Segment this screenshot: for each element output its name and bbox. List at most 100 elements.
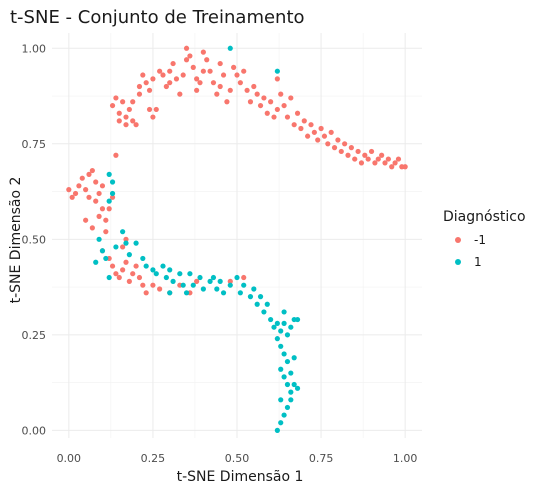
point-negative bbox=[153, 106, 159, 113]
legend-label-negative: -1 bbox=[474, 233, 486, 247]
point-positive bbox=[217, 278, 223, 284]
point-negative bbox=[106, 206, 112, 212]
point-negative bbox=[352, 156, 358, 162]
point-negative bbox=[170, 60, 176, 67]
point-negative bbox=[214, 91, 220, 97]
point-positive bbox=[170, 278, 176, 284]
point-negative bbox=[109, 194, 116, 200]
point-positive bbox=[281, 320, 287, 326]
point-positive bbox=[93, 259, 99, 265]
point-positive bbox=[281, 374, 287, 380]
point-negative bbox=[389, 164, 395, 170]
point-negative bbox=[284, 114, 291, 120]
point-positive bbox=[278, 397, 284, 403]
point-negative bbox=[123, 236, 129, 242]
point-positive bbox=[190, 282, 196, 288]
point-negative bbox=[180, 72, 186, 78]
point-negative bbox=[143, 80, 149, 86]
point-negative bbox=[241, 68, 247, 74]
point-positive bbox=[163, 274, 169, 281]
point-positive bbox=[214, 286, 220, 292]
point-positive bbox=[251, 286, 257, 292]
point-positive bbox=[167, 267, 173, 273]
point-negative bbox=[120, 244, 126, 250]
point-positive bbox=[210, 274, 217, 281]
legend-swatch-positive bbox=[455, 259, 461, 265]
point-positive bbox=[268, 316, 274, 323]
point-negative bbox=[72, 190, 79, 197]
point-negative bbox=[231, 64, 237, 70]
point-negative bbox=[140, 72, 146, 78]
point-negative bbox=[146, 87, 153, 93]
point-positive bbox=[153, 271, 159, 277]
point-negative bbox=[150, 114, 156, 120]
point-negative bbox=[194, 76, 200, 82]
point-negative bbox=[288, 95, 294, 101]
point-positive bbox=[274, 336, 280, 342]
major-gridlines bbox=[52, 33, 422, 438]
point-positive bbox=[207, 278, 213, 284]
point-positive bbox=[254, 301, 260, 307]
point-negative bbox=[395, 156, 402, 162]
point-positive bbox=[220, 290, 227, 296]
point-positive bbox=[227, 282, 233, 288]
point-negative bbox=[197, 80, 203, 86]
point-negative bbox=[130, 271, 136, 277]
point-negative bbox=[116, 118, 122, 124]
point-negative bbox=[200, 49, 206, 55]
point-negative bbox=[123, 259, 129, 265]
point-negative bbox=[150, 76, 156, 82]
point-negative bbox=[66, 187, 72, 193]
point-negative bbox=[133, 122, 139, 128]
x-axis-title: t-SNE Dimensão 1 bbox=[177, 469, 304, 485]
point-negative bbox=[113, 152, 119, 158]
point-negative bbox=[109, 102, 116, 109]
point-negative bbox=[257, 102, 264, 109]
point-positive bbox=[288, 370, 294, 376]
point-negative bbox=[321, 133, 328, 139]
point-negative bbox=[173, 76, 180, 82]
point-negative bbox=[136, 83, 143, 90]
point-negative bbox=[83, 217, 89, 223]
data-points bbox=[66, 45, 408, 433]
point-negative bbox=[93, 179, 99, 185]
point-positive bbox=[288, 324, 294, 330]
point-negative bbox=[93, 198, 99, 204]
y-tick-labels: 0.00 0.25 0.50 0.75 1.00 bbox=[22, 42, 47, 437]
point-positive bbox=[274, 320, 280, 326]
point-negative bbox=[385, 156, 391, 162]
point-negative bbox=[99, 206, 106, 212]
point-negative bbox=[402, 164, 408, 170]
point-negative bbox=[244, 87, 250, 93]
point-positive bbox=[257, 294, 264, 300]
point-positive bbox=[288, 389, 294, 395]
point-negative bbox=[271, 114, 277, 120]
point-positive bbox=[106, 274, 112, 281]
x-tick-label: 0.25 bbox=[141, 452, 166, 465]
x-tick-label: 0.75 bbox=[309, 452, 334, 465]
point-negative bbox=[183, 45, 190, 51]
y-axis-title: t-SNE Dimensão 2 bbox=[8, 177, 24, 304]
point-positive bbox=[284, 381, 291, 388]
point-negative bbox=[120, 99, 126, 105]
point-negative bbox=[157, 68, 163, 74]
point-positive bbox=[103, 255, 109, 262]
point-positive bbox=[281, 309, 287, 315]
point-negative bbox=[382, 160, 388, 166]
point-negative bbox=[342, 141, 348, 147]
point-positive bbox=[106, 171, 112, 177]
point-positive bbox=[140, 255, 146, 262]
point-negative bbox=[227, 278, 233, 284]
point-negative bbox=[315, 137, 321, 143]
point-positive bbox=[278, 343, 284, 349]
point-negative bbox=[294, 110, 301, 116]
point-negative bbox=[167, 68, 173, 74]
point-negative bbox=[113, 271, 119, 277]
point-negative bbox=[331, 145, 338, 151]
point-positive bbox=[291, 381, 297, 388]
point-positive bbox=[183, 290, 190, 296]
point-negative bbox=[86, 171, 92, 177]
point-negative bbox=[96, 190, 102, 197]
point-positive bbox=[167, 290, 173, 296]
point-negative bbox=[241, 274, 247, 281]
